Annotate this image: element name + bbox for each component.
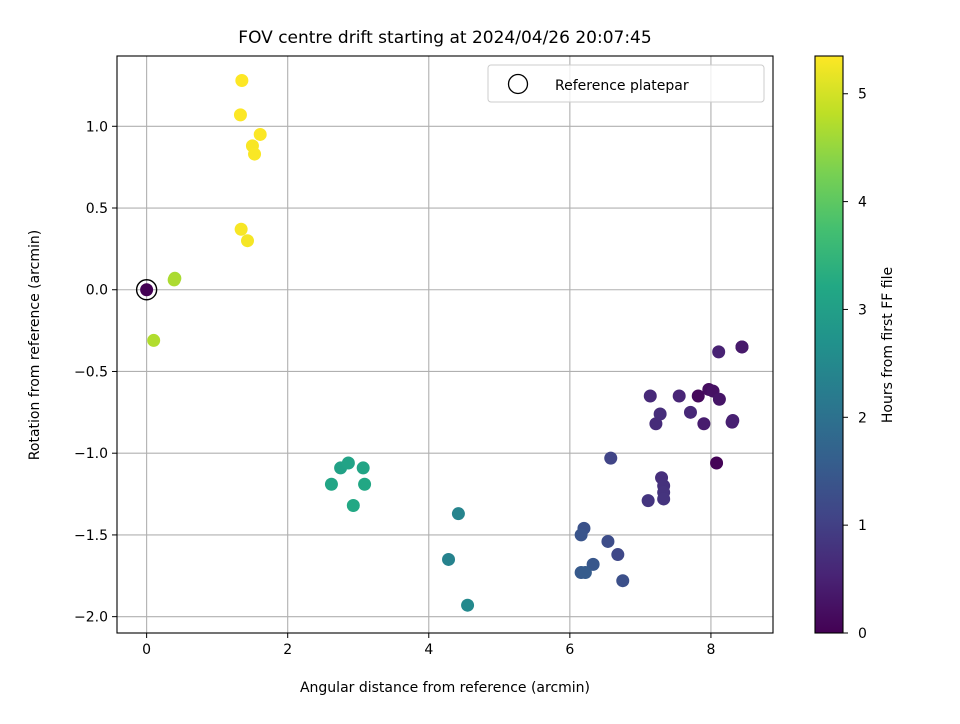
scatter-point <box>234 222 248 236</box>
scatter-point <box>643 389 657 403</box>
scatter-point <box>147 333 161 347</box>
legend-box <box>487 64 765 103</box>
scatter-point <box>233 108 247 122</box>
colorbar-tick-label: 4 <box>858 195 867 211</box>
scatter-point <box>611 548 625 562</box>
scatter-point <box>604 451 618 465</box>
scatter-point <box>710 456 724 470</box>
scatter-point <box>683 405 697 419</box>
x-axis-ticks: 0 2 4 6 8 <box>142 633 715 658</box>
y-axis-ticks: −2.0 −1.5 −1.0 −0.5 0.0 0.5 1.0 <box>74 119 117 626</box>
scatter-point <box>442 552 456 566</box>
scatter-point <box>356 461 370 475</box>
scatter-point <box>672 389 686 403</box>
colorbar-tick-label: 2 <box>858 410 867 426</box>
scatter-point <box>451 507 465 521</box>
y-tick-label: −1.5 <box>74 528 108 544</box>
y-tick-label: 0.5 <box>86 201 108 217</box>
scatter-point <box>712 345 726 359</box>
scatter-point <box>253 127 267 141</box>
reference-platepar-marker <box>135 279 158 301</box>
y-tick-label: −0.5 <box>74 364 108 380</box>
y-tick-label: 0.0 <box>86 283 108 299</box>
y-tick-label: 1.0 <box>86 119 108 135</box>
scatter-point <box>140 283 154 297</box>
y-tick-label: −2.0 <box>74 610 108 626</box>
legend-entry-label: Reference platepar <box>555 78 689 94</box>
scatter-point <box>735 340 749 354</box>
scatter-point <box>649 417 663 431</box>
y-tick-label: −1.0 <box>74 446 108 462</box>
legend: Reference platepar <box>487 64 765 103</box>
scatter-point <box>574 528 588 542</box>
colorbar-ticks: 0 1 2 3 4 5 <box>843 87 867 642</box>
scatter-point <box>240 234 254 248</box>
colorbar-frame <box>814 55 844 634</box>
scatter-point <box>657 492 671 506</box>
x-tick-label: 2 <box>283 642 292 658</box>
scatter-point <box>641 494 655 508</box>
x-tick-label: 0 <box>142 642 151 658</box>
scatter-point <box>346 499 360 513</box>
scatter-point <box>586 557 600 571</box>
plot-area-frame <box>116 55 774 634</box>
colorbar-tick-label: 5 <box>858 87 867 103</box>
scatter-point <box>578 566 592 580</box>
scatter-point <box>616 574 630 588</box>
legend-reference-marker <box>507 73 529 95</box>
colorbar-gradient <box>815 56 843 633</box>
y-axis-label: Rotation from reference (arcmin) <box>27 230 43 460</box>
x-tick-label: 8 <box>706 642 715 658</box>
scatter-point <box>358 477 372 491</box>
colorbar-tick-label: 3 <box>858 302 867 318</box>
data-points <box>140 74 749 612</box>
scatter-point <box>167 273 181 287</box>
scatter-point <box>324 477 338 491</box>
chart-title: FOV centre drift starting at 2024/04/26 … <box>238 28 651 48</box>
x-tick-label: 6 <box>565 642 574 658</box>
scatter-point <box>461 598 475 612</box>
colorbar-tick-label: 1 <box>858 518 867 534</box>
reference-marker <box>135 279 158 301</box>
scatter-point <box>691 389 705 403</box>
x-tick-label: 4 <box>424 642 433 658</box>
scatter-point <box>697 417 711 431</box>
grid-lines <box>117 56 773 633</box>
x-axis-label: Angular distance from reference (arcmin) <box>300 680 590 696</box>
scatter-point <box>341 456 355 470</box>
scatter-point <box>601 534 615 548</box>
colorbar-tick-label: 0 <box>858 626 867 642</box>
scatter-point <box>726 414 740 428</box>
scatter-point <box>712 392 726 406</box>
scatter-point <box>248 147 262 161</box>
scatter-point <box>235 74 249 88</box>
scatter-point <box>653 407 667 421</box>
colorbar: 0 1 2 3 4 5 Hours from first FF file <box>814 55 896 642</box>
colorbar-label: Hours from first FF file <box>880 267 896 423</box>
